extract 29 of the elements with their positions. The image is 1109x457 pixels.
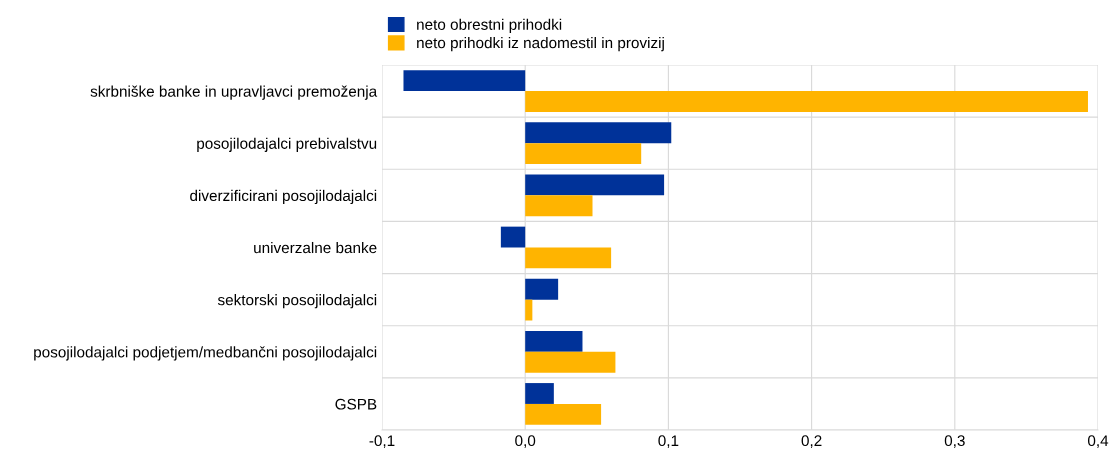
- x-tick-label: 0,3: [944, 435, 965, 448]
- y-tick-label: univerzalne banke: [254, 241, 377, 254]
- y-tick-label: posojilodajalci prebivalstvu: [197, 137, 377, 152]
- bar: [525, 247, 612, 269]
- y-tick-label: diverzificirani posojilodajalci: [190, 189, 377, 205]
- x-tick-label: 0,4: [1087, 435, 1109, 448]
- x-tick-label: -0,1: [369, 435, 395, 448]
- y-tick-label: sektorski posojilodajalci: [217, 294, 377, 309]
- legend-label: neto prihodki iz nadomestil in provizij: [417, 37, 664, 52]
- bar: [525, 383, 554, 404]
- bar: [525, 174, 665, 196]
- bar: [525, 91, 1088, 112]
- bar: [525, 403, 602, 425]
- x-tick-label: 0,2: [801, 435, 822, 448]
- bar: [525, 278, 559, 300]
- bar: [525, 195, 593, 217]
- bar: [403, 70, 526, 92]
- bar: [525, 299, 533, 321]
- bar: [525, 122, 672, 144]
- legend-label: neto obrestni prihodki: [417, 18, 562, 33]
- x-tick-label: 0,1: [658, 435, 679, 448]
- y-tick-label: posojilodajalci podjetjem/medbančni posojilodajalci: [34, 346, 377, 361]
- y-tick-label: skrbniške banke in upravljavci premoženja: [90, 85, 378, 100]
- y-tick-label: GSPB: [335, 398, 377, 410]
- bar: [525, 330, 583, 352]
- bar: [525, 351, 616, 373]
- bar: [500, 226, 526, 248]
- bar: [525, 143, 642, 165]
- x-tick-label: 0,0: [515, 435, 536, 448]
